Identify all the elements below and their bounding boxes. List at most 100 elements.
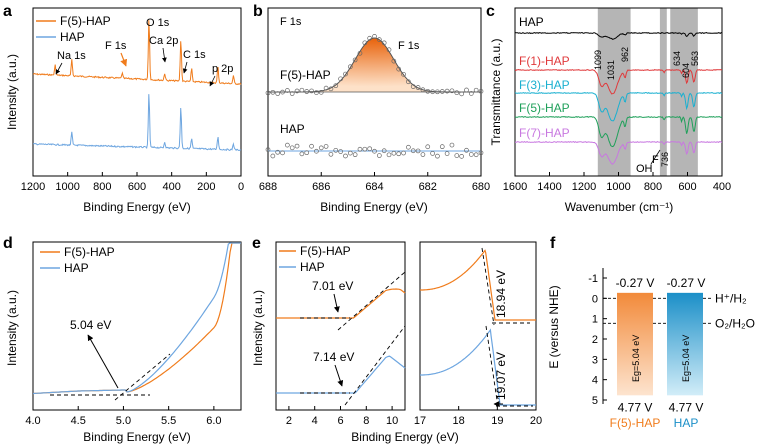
panel-label-c: c xyxy=(486,3,495,20)
c-xtick-label-6: 400 xyxy=(713,181,731,193)
bar-f5hap xyxy=(617,292,653,396)
point-b-f5hap-26 xyxy=(391,58,397,64)
band-label-oh: OH xyxy=(636,163,653,175)
band-label-1031: 1031 xyxy=(606,60,616,80)
point-b-hap-39 xyxy=(454,153,460,158)
category-label-hap: HAP xyxy=(674,416,699,430)
panel-b-title: F 1s xyxy=(280,16,302,28)
e1-xtick-label-1: 4 xyxy=(312,415,318,427)
point-b-f5hap-6 xyxy=(294,88,300,94)
e1-xtick-label-0: 2 xyxy=(286,415,292,427)
panel-f-ylabel: E (versus NHE) xyxy=(547,285,561,368)
category-label-f5hap: F(5)-HAP xyxy=(610,416,661,430)
point-b-hap-21 xyxy=(367,146,373,152)
point-b-hap-28 xyxy=(401,150,406,156)
annot-c1s: C 1s xyxy=(183,49,206,61)
point-b-f5hap-44 xyxy=(478,88,484,94)
a-xtick-label-5: 200 xyxy=(197,181,215,193)
point-b-f5hap-24 xyxy=(381,40,387,46)
f-ytick-label-1: 0 xyxy=(592,293,598,305)
panel-label-b: b xyxy=(253,3,263,20)
point-b-f5hap-39 xyxy=(454,90,460,96)
a-xtick-label-3: 600 xyxy=(128,181,146,193)
series-e2-f5hap xyxy=(420,249,536,321)
point-b-hap-2 xyxy=(275,149,281,155)
point-b-hap-24 xyxy=(381,148,387,154)
panel-a: 1200 1000 800 600 400 200 0 Binding Energy (eV… xyxy=(5,7,244,214)
panel-f: -1 0 1 2 3 4 5 E (versus NHE) H⁺/H₂ O₂/H₂O -0.… xyxy=(547,268,755,430)
b-xtick-label-0: 688 xyxy=(259,181,277,193)
panel-c-ticks: 1600 1400 1200 1000 800 600 400 xyxy=(503,172,731,193)
point-b-f5hap-40 xyxy=(459,91,464,97)
d-xtick-label-0: 4.0 xyxy=(25,415,40,427)
legend-e-label-hap: HAP xyxy=(300,260,325,274)
point-b-hap-16 xyxy=(343,153,348,159)
band-label-634: 634 xyxy=(672,51,682,66)
point-b-f5hap-23 xyxy=(376,37,382,42)
panel-e-ylabel: Intensity (a.u.) xyxy=(251,290,265,366)
arrow-ca2p xyxy=(162,47,167,63)
point-b-f5hap-14 xyxy=(333,83,339,89)
panel-c-xlabel: Wavenumber (cm⁻¹) xyxy=(565,200,674,214)
fit-e1-f5-slope xyxy=(337,271,406,331)
point-b-hap-37 xyxy=(444,151,450,156)
peak-fill-f1s xyxy=(268,38,481,92)
e2-xtick-label-3: 20 xyxy=(530,415,542,427)
e1-xtick-label-4: 10 xyxy=(386,415,398,427)
a-xtick-label-4: 400 xyxy=(162,181,180,193)
point-b-f5hap-32 xyxy=(420,87,426,93)
point-b-f5hap-22 xyxy=(372,34,377,39)
bar-hap xyxy=(667,292,703,396)
annot-o1s: O 1s xyxy=(146,17,170,29)
panel-c: 1600 1400 1200 1000 800 600 400 Wavenumber (cm… xyxy=(489,7,731,214)
f-ytick-label-5: 4 xyxy=(592,375,598,387)
point-b-f5hap-33 xyxy=(425,88,431,94)
point-b-f5hap-28 xyxy=(401,71,406,77)
series-c-f3hap xyxy=(514,91,723,122)
point-b-hap-34 xyxy=(430,151,435,156)
vb-label-hap: 4.77 V xyxy=(669,400,704,414)
point-b-hap-19 xyxy=(357,146,363,152)
label-c-f3hap: F(3)-HAP xyxy=(519,78,570,92)
series-a-f5hap xyxy=(32,20,242,86)
gap-label-hap: Eg=5.04 eV xyxy=(681,335,691,382)
arrow-p2p xyxy=(209,75,216,87)
point-b-hap-44 xyxy=(478,150,484,156)
panel-a-ylabel: Intensity (a.u.) xyxy=(5,54,19,130)
panel-e2-ticks: 17 18 19 20 xyxy=(414,406,542,427)
e2-xtick-label-2: 19 xyxy=(491,415,503,427)
series-e1-hap xyxy=(276,355,406,394)
point-b-hap-27 xyxy=(396,151,402,157)
point-b-hap-4 xyxy=(285,142,290,148)
d-xtick-label-3: 5.5 xyxy=(161,415,176,427)
band-label-736: 736 xyxy=(660,152,670,167)
point-b-f5hap-17 xyxy=(347,64,353,70)
b-xtick-label-3: 682 xyxy=(419,181,437,193)
point-b-f5hap-29 xyxy=(406,79,411,85)
point-b-hap-33 xyxy=(425,144,431,150)
arrow-na1s xyxy=(55,62,63,75)
point-b-f5hap-13 xyxy=(328,86,334,92)
c-xtick-label-2: 1200 xyxy=(572,181,596,193)
series-c-hap xyxy=(514,31,723,40)
f-ytick-label-0: -1 xyxy=(588,273,598,285)
b-xtick-label-1: 686 xyxy=(312,181,330,193)
vb-label-f5hap: 4.77 V xyxy=(618,400,653,414)
band-label-1099: 1099 xyxy=(593,50,603,70)
panel-b: 688 686 684 682 680 Binding Energy (eV) F 1s… xyxy=(259,7,490,214)
arrow-d-eg xyxy=(87,334,119,389)
annot-f1s: F 1s xyxy=(105,40,127,52)
point-b-hap-35 xyxy=(435,153,440,159)
legend-d-label-f5hap: F(5)-HAP xyxy=(64,245,115,259)
panel-label-e: e xyxy=(252,235,261,252)
label-c-f1hap: F(1)-HAP xyxy=(519,54,570,68)
points-b-f5hap xyxy=(265,34,484,97)
gap-label-f5hap: Eg=5.04 eV xyxy=(631,335,641,382)
point-b-f5hap-31 xyxy=(415,85,421,90)
point-b-hap-42 xyxy=(468,152,474,157)
panel-label-d: d xyxy=(3,235,13,252)
panel-d: 4.0 4.5 5.0 5.5 6.0 Binding Energy (eV) Inte… xyxy=(5,241,242,444)
panel-a-ticks: 1200 1000 800 600 400 200 0 xyxy=(21,172,244,193)
point-b-hap-11 xyxy=(318,145,324,151)
